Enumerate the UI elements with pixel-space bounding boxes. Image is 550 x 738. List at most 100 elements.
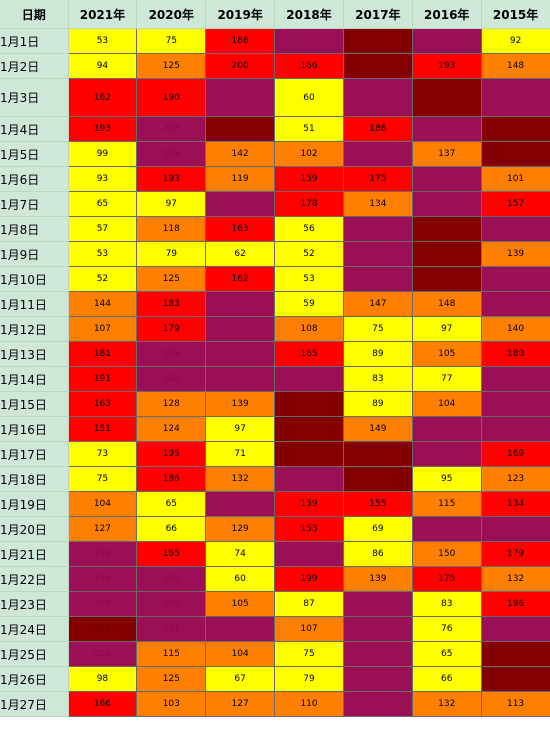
value-cell[interactable] [205,341,276,367]
value-cell[interactable]: 163 [205,216,276,242]
value-cell[interactable]: 98 [67,666,138,692]
value-cell[interactable]: 186 [136,466,207,492]
value-cell[interactable]: 65 [411,641,482,667]
date-cell[interactable]: 1月14日 [0,366,69,392]
value-cell[interactable] [342,691,413,717]
value-cell[interactable]: 115 [411,491,482,517]
value-cell[interactable] [411,191,482,217]
date-column-header[interactable]: 日期 [0,0,69,29]
value-cell[interactable]: 169 [480,441,550,467]
value-cell[interactable]: 191 [67,366,138,392]
date-cell[interactable]: 1月25日 [0,641,69,667]
value-cell[interactable] [411,266,482,292]
value-cell[interactable] [480,516,550,542]
value-cell[interactable]: 178 [274,191,344,217]
value-cell[interactable]: 73 [67,441,138,467]
date-cell[interactable]: 1月8日 [0,216,69,242]
date-cell[interactable]: 1月7日 [0,191,69,217]
value-cell[interactable]: 53 [274,266,344,292]
value-cell[interactable]: 62 [205,241,276,267]
value-cell[interactable]: 75 [342,316,413,342]
date-cell[interactable]: 1月11日 [0,291,69,317]
value-cell[interactable]: 53 [67,28,138,54]
value-cell[interactable]: 71 [205,441,276,467]
value-cell[interactable] [411,216,482,242]
value-cell[interactable]: 235 [67,566,138,592]
value-cell[interactable] [274,541,344,567]
value-cell[interactable] [342,466,413,492]
value-cell[interactable] [411,516,482,542]
value-cell[interactable]: 268 [136,141,207,167]
date-cell[interactable]: 1月19日 [0,491,69,517]
value-cell[interactable]: 148 [411,291,482,317]
value-cell[interactable]: 127 [67,516,138,542]
value-cell[interactable]: 186 [205,28,276,54]
value-cell[interactable] [274,391,344,417]
value-cell[interactable]: 97 [411,316,482,342]
value-cell[interactable] [205,291,276,317]
value-cell[interactable]: 132 [205,466,276,492]
value-cell[interactable] [274,441,344,467]
value-cell[interactable]: 113 [480,691,550,717]
value-cell[interactable] [205,116,276,142]
value-cell[interactable]: 110 [274,691,344,717]
value-cell[interactable]: 67 [205,666,276,692]
value-cell[interactable]: 142 [205,141,276,167]
value-cell[interactable]: 118 [136,216,207,242]
date-cell[interactable]: 1月27日 [0,691,69,717]
value-cell[interactable]: 93 [67,166,138,192]
value-cell[interactable]: 105 [205,591,276,617]
value-cell[interactable]: 269 [67,591,138,617]
date-cell[interactable]: 1月15日 [0,391,69,417]
value-cell[interactable]: 144 [67,291,138,317]
value-cell[interactable]: 281 [136,616,207,642]
value-cell[interactable] [480,641,550,667]
value-cell[interactable]: 83 [342,366,413,392]
value-cell[interactable] [342,241,413,267]
value-cell[interactable]: 53 [67,241,138,267]
value-cell[interactable]: 51 [274,116,344,142]
value-cell[interactable] [274,366,344,392]
value-cell[interactable] [342,78,413,117]
value-cell[interactable]: 162 [67,78,138,117]
value-cell[interactable]: 97 [136,191,207,217]
value-cell[interactable]: 103 [136,691,207,717]
value-cell[interactable]: 228 [136,366,207,392]
value-cell[interactable]: 127 [205,691,276,717]
value-cell[interactable] [411,28,482,54]
value-cell[interactable]: 83 [411,591,482,617]
value-cell[interactable]: 139 [342,566,413,592]
value-cell[interactable]: 125 [136,53,207,79]
value-cell[interactable] [342,53,413,79]
value-cell[interactable] [342,141,413,167]
value-cell[interactable] [205,366,276,392]
value-cell[interactable]: 166 [67,691,138,717]
date-cell[interactable]: 1月4日 [0,116,69,142]
value-cell[interactable] [205,191,276,217]
value-cell[interactable] [411,441,482,467]
value-cell[interactable] [480,291,550,317]
value-cell[interactable]: 248 [136,116,207,142]
value-cell[interactable]: 195 [136,441,207,467]
value-cell[interactable]: 66 [411,666,482,692]
date-cell[interactable]: 1月17日 [0,441,69,467]
date-cell[interactable]: 1月16日 [0,416,69,442]
value-cell[interactable] [342,666,413,692]
value-cell[interactable]: 151 [67,416,138,442]
value-cell[interactable] [274,466,344,492]
value-cell[interactable]: 213 [67,541,138,567]
value-cell[interactable]: 124 [136,416,207,442]
value-cell[interactable] [480,216,550,242]
value-cell[interactable]: 65 [136,491,207,517]
value-cell[interactable]: 137 [411,141,482,167]
year-column-header[interactable]: 2016年 [412,0,482,29]
value-cell[interactable]: 181 [67,341,138,367]
value-cell[interactable]: 107 [274,616,344,642]
date-cell[interactable]: 1月21日 [0,541,69,567]
value-cell[interactable]: 157 [480,191,550,217]
value-cell[interactable] [342,591,413,617]
value-cell[interactable]: 74 [205,541,276,567]
year-column-header[interactable]: 2019年 [205,0,276,29]
value-cell[interactable]: 92 [480,28,550,54]
value-cell[interactable]: 165 [136,541,207,567]
